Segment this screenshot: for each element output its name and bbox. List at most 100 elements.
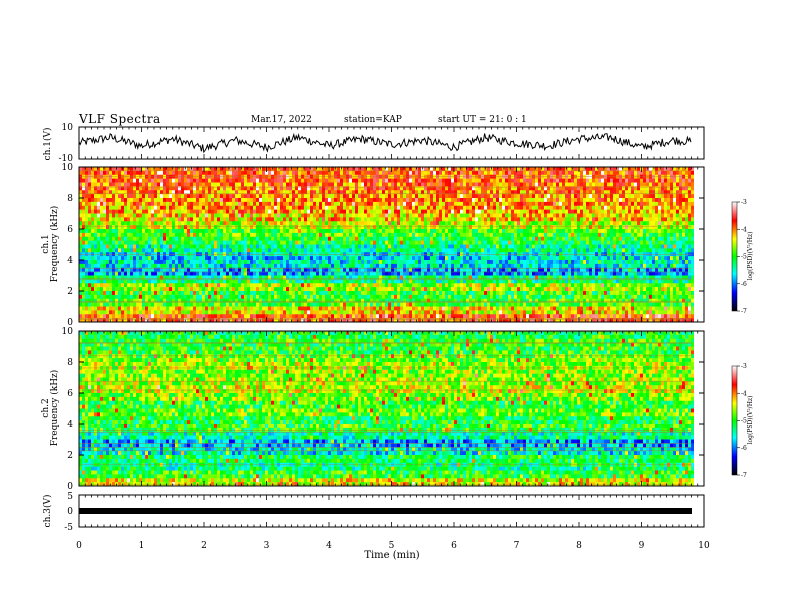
spectrogram-cell bbox=[226, 256, 229, 260]
spectrogram-cell bbox=[118, 194, 121, 198]
spectrogram-cell bbox=[187, 171, 190, 175]
spectrogram-cell bbox=[340, 194, 343, 198]
spectrogram-cell bbox=[445, 179, 448, 183]
spectrogram-cell bbox=[556, 237, 559, 241]
spectrogram-cell bbox=[268, 202, 271, 206]
spectrogram-cell bbox=[466, 183, 469, 187]
spectrogram-cell bbox=[433, 183, 436, 187]
spectrogram-cell bbox=[250, 237, 253, 241]
spectrogram-cell bbox=[643, 194, 646, 198]
spectrogram-cell bbox=[652, 217, 655, 221]
spectrogram-cell bbox=[553, 171, 556, 175]
spectrogram-cell bbox=[310, 194, 313, 198]
spectrogram-cell bbox=[535, 206, 538, 210]
spectrogram-cell bbox=[448, 206, 451, 210]
spectrogram-cell bbox=[271, 194, 274, 198]
spectrogram-cell bbox=[184, 202, 187, 206]
spectrogram-cell bbox=[151, 260, 154, 264]
spectrogram-cell bbox=[580, 202, 583, 206]
spectrogram-cell bbox=[181, 221, 184, 225]
spectrogram-cell bbox=[493, 202, 496, 206]
spectrogram-cell bbox=[532, 245, 535, 249]
spectrogram-cell bbox=[298, 202, 301, 206]
spectrogram-cell bbox=[184, 233, 187, 237]
spectrogram-cell bbox=[439, 217, 442, 221]
spectrogram-cell bbox=[619, 229, 622, 233]
spectrogram-cell bbox=[166, 179, 169, 183]
spectrogram-cell bbox=[340, 229, 343, 233]
spectrogram-cell bbox=[469, 245, 472, 249]
spectrogram-cell bbox=[442, 206, 445, 210]
spectrogram-cell bbox=[595, 206, 598, 210]
spectrogram-cell bbox=[625, 202, 628, 206]
spectrogram-cell bbox=[460, 198, 463, 202]
spectrogram-cell bbox=[259, 194, 262, 198]
spectrogram-cell bbox=[235, 202, 238, 206]
spectrogram-cell bbox=[469, 194, 472, 198]
spectrogram-cell bbox=[172, 221, 175, 225]
spectrogram-cell bbox=[598, 210, 601, 214]
spectrogram-cell bbox=[346, 179, 349, 183]
spectrogram-cell bbox=[280, 217, 283, 221]
spectrogram-cell bbox=[187, 206, 190, 210]
spectrogram-cell bbox=[259, 217, 262, 221]
spectrogram-cell bbox=[88, 233, 91, 237]
spectrogram-cell bbox=[310, 206, 313, 210]
spectrogram-cell bbox=[409, 210, 412, 214]
spectrogram-cell bbox=[514, 233, 517, 237]
spectrogram-cell bbox=[142, 248, 145, 252]
spectrogram-cell bbox=[283, 210, 286, 214]
spectrogram-cell bbox=[118, 171, 121, 175]
spectrogram-cell bbox=[151, 221, 154, 225]
spectrogram-cell bbox=[415, 233, 418, 237]
spectrogram-cell bbox=[511, 245, 514, 249]
spectrogram-cell bbox=[559, 221, 562, 225]
spectrogram-cell bbox=[649, 225, 652, 229]
spectrogram-cell bbox=[325, 241, 328, 245]
spectrogram-cell bbox=[424, 210, 427, 214]
spectrogram-cell bbox=[181, 183, 184, 187]
spectrogram-cell bbox=[148, 198, 151, 202]
spectrogram-cell bbox=[424, 245, 427, 249]
spectrogram-cell bbox=[682, 171, 685, 175]
spectrogram-cell bbox=[208, 256, 211, 260]
spectrogram-cell bbox=[586, 214, 589, 218]
spectrogram-cell bbox=[412, 202, 415, 206]
spectrogram-cell bbox=[502, 206, 505, 210]
spectrogram-cell bbox=[631, 214, 634, 218]
spectrogram-cell bbox=[235, 225, 238, 229]
spectrogram-cell bbox=[568, 206, 571, 210]
spectrogram-cell bbox=[520, 183, 523, 187]
spectrogram-cell bbox=[265, 217, 268, 221]
spectrogram-cell bbox=[424, 214, 427, 218]
spectrogram-cell bbox=[247, 260, 250, 264]
spectrogram-cell bbox=[307, 194, 310, 198]
spectrogram-cell bbox=[469, 217, 472, 221]
spectrogram-cell bbox=[511, 202, 514, 206]
spectrogram-cell bbox=[196, 241, 199, 245]
spectrogram-cell bbox=[100, 229, 103, 233]
spectrogram-cell bbox=[385, 248, 388, 252]
spectrogram-cell bbox=[418, 198, 421, 202]
spectrogram-cell bbox=[511, 217, 514, 221]
spectrogram-cell bbox=[313, 237, 316, 241]
spectrogram-cell bbox=[283, 233, 286, 237]
spectrogram-cell bbox=[163, 171, 166, 175]
spectrogram-cell bbox=[544, 229, 547, 233]
spectrogram-cell bbox=[604, 237, 607, 241]
spectrogram-cell bbox=[634, 225, 637, 229]
spectrogram-cell bbox=[166, 206, 169, 210]
spectrogram-cell bbox=[385, 225, 388, 229]
spectrogram-cell bbox=[409, 198, 412, 202]
spectrogram-cell bbox=[241, 198, 244, 202]
spectrogram-cell bbox=[466, 194, 469, 198]
spectrogram-cell bbox=[628, 225, 631, 229]
spectrogram-cell bbox=[223, 225, 226, 229]
spectrogram-cell bbox=[316, 171, 319, 175]
spectrogram-cell bbox=[388, 214, 391, 218]
spectrogram-cell bbox=[211, 256, 214, 260]
spectrogram-cell bbox=[655, 183, 658, 187]
spectrogram-cell bbox=[526, 217, 529, 221]
spectrogram-cell bbox=[691, 214, 694, 218]
spectrogram-cell bbox=[112, 221, 115, 225]
